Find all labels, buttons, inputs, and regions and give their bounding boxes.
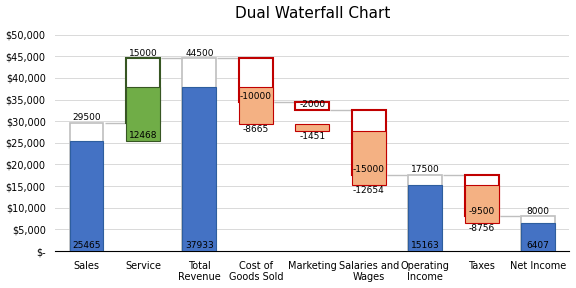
Text: -8756: -8756: [469, 224, 495, 233]
Bar: [521, 223, 555, 251]
Bar: [408, 185, 442, 251]
Bar: [295, 124, 329, 131]
Title: Dual Waterfall Chart: Dual Waterfall Chart: [234, 5, 390, 20]
Bar: [352, 110, 386, 175]
Text: 15163: 15163: [411, 241, 439, 250]
Text: 15000: 15000: [128, 48, 157, 58]
Text: -1451: -1451: [300, 132, 325, 141]
Bar: [465, 185, 499, 223]
Bar: [239, 58, 273, 102]
Text: 37933: 37933: [185, 241, 214, 250]
Text: -15000: -15000: [353, 166, 385, 175]
Text: 6407: 6407: [527, 241, 550, 250]
Text: 8000: 8000: [526, 206, 550, 216]
Text: -8665: -8665: [242, 125, 269, 134]
Bar: [465, 175, 499, 217]
Text: -10000: -10000: [240, 92, 272, 101]
Bar: [239, 87, 273, 124]
Text: 25465: 25465: [72, 241, 101, 250]
Text: 29500: 29500: [72, 113, 101, 122]
Text: -12654: -12654: [353, 186, 385, 195]
Bar: [183, 58, 217, 251]
Bar: [183, 87, 217, 251]
Bar: [70, 123, 104, 251]
Bar: [126, 87, 160, 141]
Bar: [126, 58, 160, 123]
Text: 44500: 44500: [185, 48, 214, 58]
Bar: [352, 131, 386, 185]
Bar: [521, 217, 555, 251]
Text: 12468: 12468: [128, 130, 157, 139]
Bar: [70, 141, 104, 251]
Bar: [295, 102, 329, 110]
Text: -2000: -2000: [300, 101, 325, 109]
Text: 17500: 17500: [411, 166, 439, 175]
Bar: [408, 175, 442, 251]
Text: -9500: -9500: [469, 206, 495, 216]
